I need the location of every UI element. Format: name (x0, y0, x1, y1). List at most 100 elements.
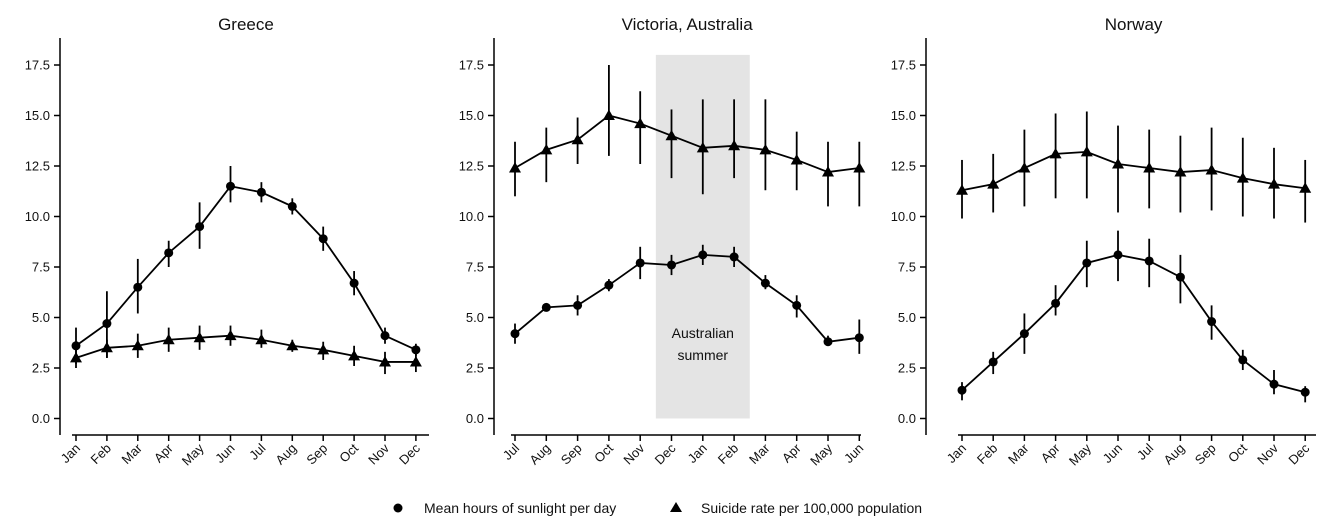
triangle-point (509, 162, 521, 173)
circle-point (510, 329, 520, 339)
x-tick-label: Jul (246, 440, 268, 462)
circle-point (854, 333, 864, 343)
circle-point (667, 260, 676, 270)
series-line (514, 114, 860, 173)
x-tick-label: Jun (841, 441, 866, 466)
y-tick-label: 0.0 (898, 411, 916, 426)
triangle-point (1112, 157, 1124, 169)
x-tick-label: Jul (500, 440, 522, 462)
y-tick-label: 2.5 (32, 361, 50, 376)
circle-point (133, 282, 143, 292)
circle-point (957, 385, 967, 395)
circle-point (760, 278, 770, 288)
x-tick-label: Jul (1134, 440, 1156, 462)
triangle-point (1080, 145, 1093, 157)
circle-point (411, 345, 421, 355)
circle-point (1300, 387, 1310, 397)
x-tick-label: Feb (974, 441, 1000, 467)
x-tick-label: Aug (1161, 441, 1188, 468)
circle-point (1207, 317, 1217, 327)
triangle-point (379, 355, 391, 367)
x-tick-label: Dec (396, 440, 423, 467)
x-tick-label: Feb (88, 441, 114, 467)
series-line (961, 150, 1306, 192)
panel-title: Victoria, Australia (622, 15, 754, 34)
x-tick-label: Jun (212, 441, 237, 466)
series-line (961, 253, 1306, 394)
x-tick-label: Jun (1100, 441, 1125, 466)
triangle-point (665, 129, 678, 141)
triangle-point (1236, 172, 1249, 183)
x-tick-label: Mar (118, 440, 145, 467)
triangle-point (790, 153, 803, 165)
legend-circle-label: Mean hours of sunlight per day (424, 500, 616, 516)
circle-point (604, 280, 614, 290)
triangle-point (987, 178, 1000, 189)
circle-point (226, 181, 235, 191)
y-tick-label: 7.5 (32, 260, 50, 275)
triangle-point (255, 333, 268, 345)
x-tick-label: Nov (365, 440, 392, 467)
circle-point (164, 248, 174, 258)
y-tick-label: 17.5 (891, 58, 916, 73)
x-tick-label: Nov (1254, 440, 1281, 467)
y-tick-label: 10.0 (459, 209, 484, 224)
y-tick-label: 12.5 (891, 159, 916, 174)
x-tick-label: Aug (526, 441, 553, 468)
triangle-point (1268, 178, 1280, 189)
legend-triangle-marker (670, 502, 682, 512)
circle-point (102, 319, 112, 329)
x-tick-label: Dec (652, 440, 679, 467)
x-tick-label: May (1066, 440, 1094, 468)
triangle-point (634, 117, 647, 129)
series-line (75, 334, 416, 363)
triangle-point (1174, 166, 1187, 177)
x-tick-label: Mar (1005, 440, 1032, 467)
y-tick-label: 17.5 (459, 58, 484, 73)
y-tick-label: 7.5 (466, 260, 484, 275)
x-tick-label: Oct (1225, 440, 1250, 465)
shaded-region-label: Australian (672, 325, 734, 341)
y-tick-label: 2.5 (898, 361, 916, 376)
y-tick-label: 15.0 (891, 108, 916, 123)
x-tick-label: Jan (58, 441, 83, 466)
triangle-point (728, 139, 741, 151)
x-tick-label: Oct (336, 440, 361, 465)
circle-point (698, 250, 708, 260)
x-tick-label: Mar (746, 440, 773, 467)
x-tick-label: Aug (272, 441, 299, 468)
shaded-region-label: summer (678, 347, 729, 363)
circle-point (988, 357, 998, 367)
triangle-point (1299, 182, 1312, 193)
triangle-point (696, 141, 709, 153)
series-circle (510, 244, 864, 354)
circle-point (195, 222, 205, 232)
x-tick-label: Oct (591, 440, 616, 465)
triangle-point (759, 143, 772, 155)
y-tick-label: 7.5 (898, 260, 916, 275)
chart-panel-1: Greece 0.0 2.5 5.0 7.5 10.0 12.5 15.0 17.5 Jan Feb… (25, 15, 429, 468)
circle-point (380, 331, 390, 341)
legend-triangle-label: Suicide rate per 100,000 population (701, 500, 922, 516)
x-tick-label: Jan (944, 441, 969, 466)
circle-point (1238, 355, 1248, 365)
triangle-point (224, 329, 237, 341)
chart-panel-3: Norway 0.0 2.5 5.0 7.5 10.0 12.5 15.0 17.5 Jan Feb… (891, 15, 1316, 468)
triangle-point (348, 349, 361, 361)
circle-point (349, 278, 359, 288)
triangle-point (1049, 147, 1062, 159)
circle-point (1144, 256, 1154, 266)
legend: Mean hours of sunlight per day Suicide r… (393, 500, 922, 516)
series-triangle (956, 111, 1312, 223)
triangle-point (1018, 162, 1031, 173)
triangle-point (70, 351, 82, 363)
triangle-point (853, 162, 866, 173)
x-tick-label: Feb (715, 441, 741, 467)
y-tick-label: 12.5 (459, 159, 484, 174)
circle-point (541, 302, 551, 312)
circle-point (573, 300, 583, 310)
y-tick-label: 5.0 (466, 310, 484, 325)
y-tick-label: 15.0 (459, 108, 484, 123)
